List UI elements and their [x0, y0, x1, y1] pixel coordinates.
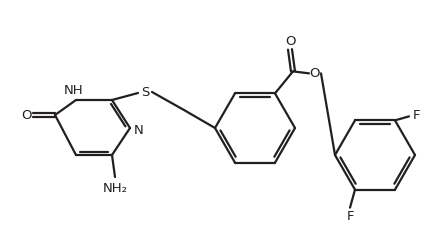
- Text: S: S: [141, 86, 149, 98]
- Text: F: F: [346, 210, 354, 223]
- Text: NH₂: NH₂: [102, 183, 128, 196]
- Text: N: N: [134, 124, 144, 136]
- Text: NH: NH: [64, 83, 84, 97]
- Text: F: F: [412, 109, 420, 122]
- Text: O: O: [310, 67, 320, 80]
- Text: O: O: [21, 109, 31, 121]
- Text: O: O: [285, 35, 295, 48]
